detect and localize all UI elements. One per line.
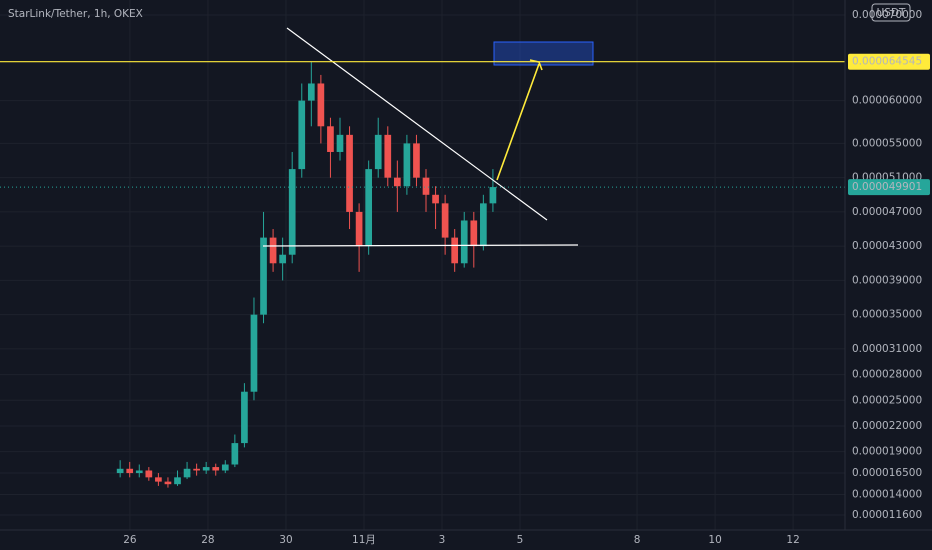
candle-body xyxy=(164,481,172,485)
candle-body xyxy=(155,477,162,482)
candle-body xyxy=(221,464,229,471)
candle-body xyxy=(451,237,459,264)
last-price-label-box xyxy=(848,179,930,196)
y-tick-label: 0.000022000 xyxy=(852,420,922,432)
y-tick-label: 0.000055000 xyxy=(852,137,922,149)
y-tick-label: 0.000060000 xyxy=(852,95,922,107)
candle-body xyxy=(374,134,382,170)
y-tick-label: 0.000019000 xyxy=(852,446,922,458)
currency-box[interactable] xyxy=(871,3,911,22)
candle-body xyxy=(250,314,258,392)
symbol-title: StarLink/Tether, 1h, OKEX xyxy=(8,8,143,20)
x-tick-label: 8 xyxy=(634,534,641,546)
x-tick-label: 5 xyxy=(517,534,524,546)
y-tick-label: 0.000031000 xyxy=(852,343,922,355)
candle-body xyxy=(413,143,420,178)
y-tick-label: 0.000016500 xyxy=(852,467,922,479)
arrow-line xyxy=(496,63,540,181)
candle-body xyxy=(193,468,200,471)
x-tick-label: 10 xyxy=(708,534,721,546)
x-tick-label: 26 xyxy=(123,534,137,546)
candle-body xyxy=(403,143,411,187)
y-tick-label: 0.000039000 xyxy=(852,274,922,286)
candle-body xyxy=(460,220,468,264)
trend-line xyxy=(286,27,548,221)
candle-body xyxy=(441,203,449,238)
x-tick-label: 3 xyxy=(439,534,446,546)
candle-body xyxy=(298,100,306,170)
candle-body xyxy=(307,83,315,101)
grid xyxy=(0,0,845,530)
currency-label[interactable]: USDT xyxy=(877,7,906,19)
candle-body xyxy=(231,443,239,465)
candles xyxy=(116,62,497,488)
candle-body xyxy=(422,177,430,195)
candle-body xyxy=(116,468,124,474)
candle-body xyxy=(260,237,267,315)
x-tick-label: 30 xyxy=(279,534,292,546)
y-tick-label: 0.000025000 xyxy=(852,394,922,406)
candle-body xyxy=(202,467,210,471)
y-tick-label: 0.000028000 xyxy=(852,369,922,381)
candle-body xyxy=(145,470,153,478)
y-tick-label: 0.000047000 xyxy=(852,206,922,218)
candle-body xyxy=(470,220,478,247)
candle-body xyxy=(135,470,143,474)
candle-body xyxy=(241,391,248,444)
candle-body xyxy=(336,134,344,152)
candle-body xyxy=(269,237,277,264)
candle-body xyxy=(288,169,296,255)
candle-body xyxy=(174,477,181,485)
overlay xyxy=(0,61,845,188)
candle-body xyxy=(355,211,363,247)
last-price-label: 0.000049901 xyxy=(852,181,922,193)
candle-body xyxy=(346,134,353,212)
candle-body xyxy=(393,177,401,187)
x-tick-label: 11月 xyxy=(352,534,376,546)
y-tick-label: 0.000011600 xyxy=(852,509,922,521)
support-line xyxy=(262,244,579,247)
y-tick-label: 0.000014000 xyxy=(852,488,922,500)
candle-body xyxy=(384,134,392,178)
y-tick-label: 0.000043000 xyxy=(852,240,922,252)
price-line-label-box xyxy=(848,53,930,70)
candle-body xyxy=(126,468,134,474)
price-line-label: 0.000064545 xyxy=(852,56,922,68)
candle-body xyxy=(480,203,487,247)
drawings xyxy=(262,27,594,247)
y-tick-label: 0.000035000 xyxy=(852,309,922,321)
candle-body xyxy=(279,254,286,264)
candle-body xyxy=(317,83,325,127)
x-tick-label: 12 xyxy=(786,534,799,546)
target-box xyxy=(493,41,594,66)
candle-body xyxy=(183,468,191,478)
y-tick-label: 0.000070000 xyxy=(852,9,922,21)
candle-body xyxy=(432,194,439,204)
candle-body xyxy=(327,126,334,152)
candle-body xyxy=(489,187,497,204)
candle-body xyxy=(212,467,220,471)
x-tick-label: 28 xyxy=(201,534,214,546)
candle-body xyxy=(365,169,373,247)
